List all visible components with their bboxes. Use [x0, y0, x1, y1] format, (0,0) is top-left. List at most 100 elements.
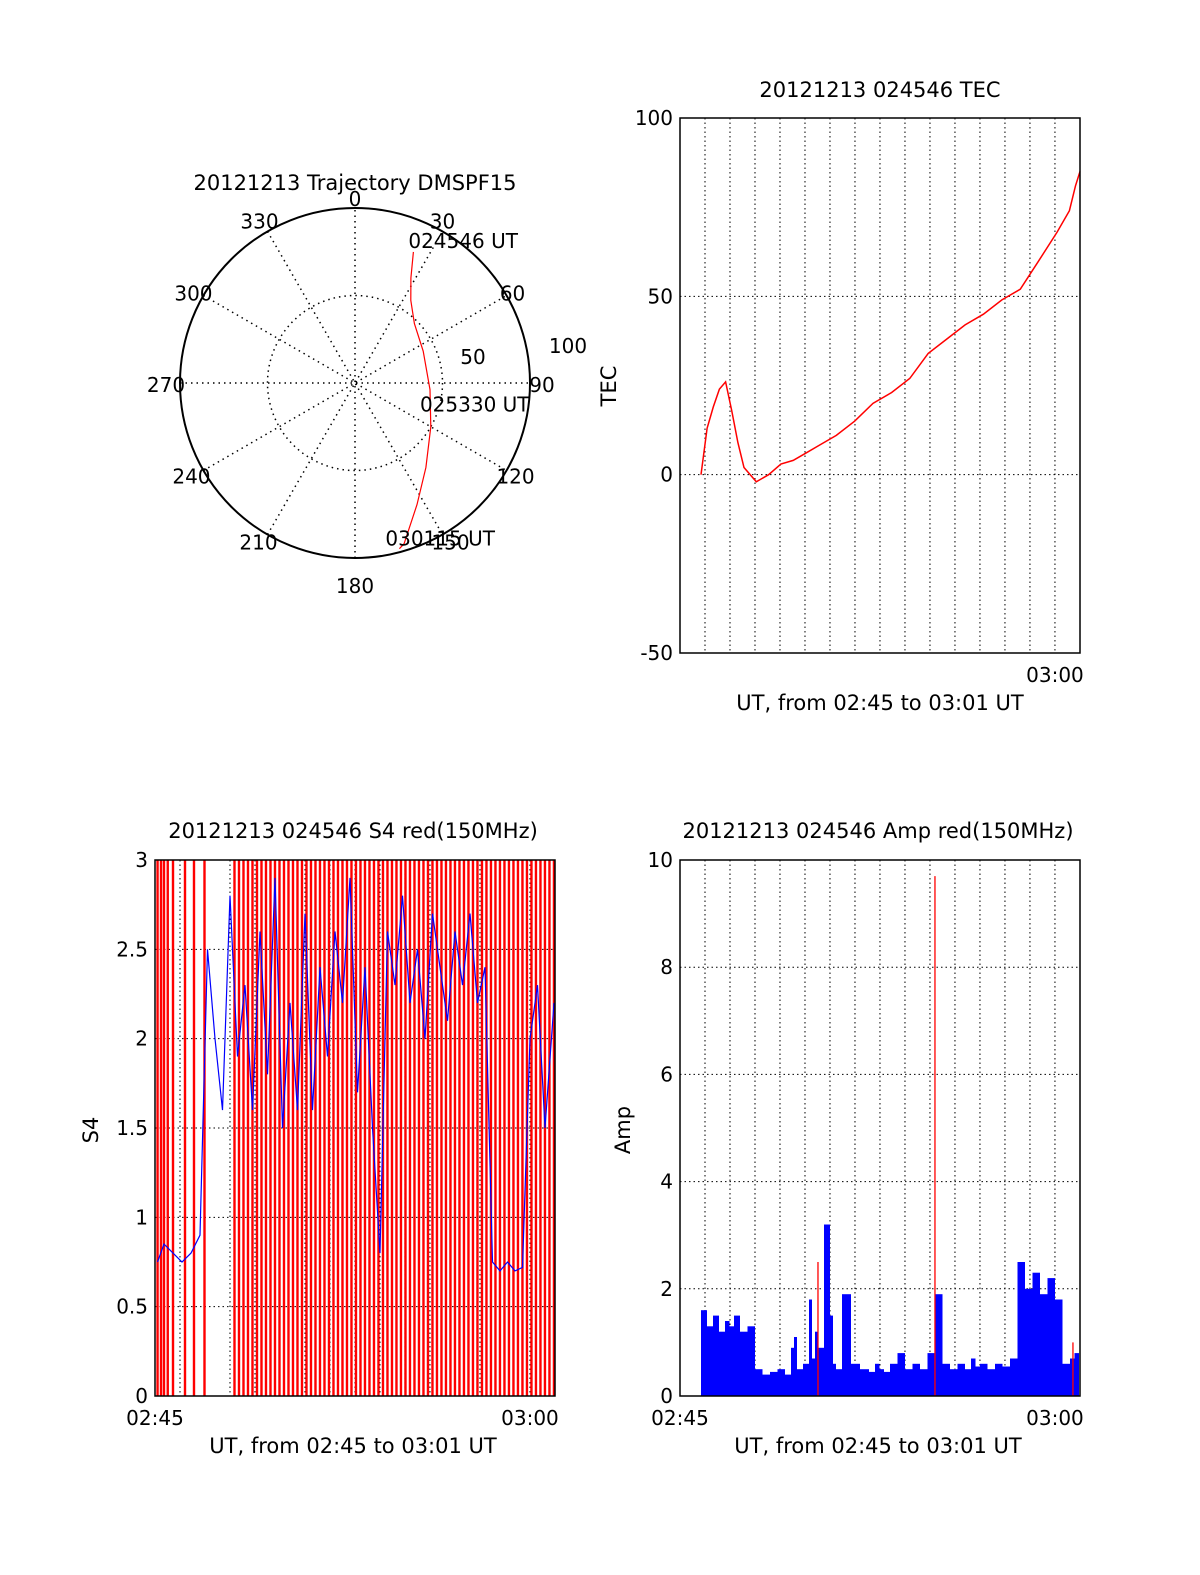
- amp-blue-bar: [740, 1331, 748, 1396]
- trajectory-annotation: 025330 UT: [420, 393, 530, 417]
- amp-blue-bar: [770, 1371, 778, 1396]
- amp-blue-bar: [1055, 1299, 1063, 1396]
- amp-blue-bar: [812, 1358, 815, 1396]
- amp-blue-bar: [830, 1315, 833, 1396]
- amp-red-spikes: [817, 876, 1074, 1396]
- amp-blue-bar: [1062, 1363, 1070, 1396]
- amp-blue-bar: [707, 1326, 713, 1396]
- amp-blue-bar: [1032, 1272, 1040, 1396]
- y-tick-label: 10: [648, 848, 673, 872]
- s4-title: 20121213 024546 S4 red(150MHz): [168, 819, 538, 843]
- polar-angle-label: 210: [239, 531, 277, 555]
- y-tick-label: 0: [660, 463, 673, 487]
- amp-blue-bar: [713, 1315, 719, 1396]
- amp-blue-bar: [950, 1369, 958, 1396]
- trajectory-annotation: 024546 UT: [408, 229, 518, 253]
- amp-blue-bar: [980, 1363, 988, 1396]
- amp-blue-bar: [875, 1363, 880, 1396]
- amp-blue-bar: [905, 1369, 913, 1396]
- amp-blue-bar: [762, 1374, 770, 1396]
- amp-blue-bar: [920, 1369, 928, 1396]
- polar-grid: [180, 208, 530, 558]
- tec-series-line: [700, 171, 1081, 483]
- amp-blue-bar: [995, 1363, 1003, 1396]
- polar-outer-circle: [179, 207, 531, 559]
- amp-blue-bar: [890, 1363, 898, 1396]
- y-tick-label: 8: [660, 955, 673, 979]
- s4-xlabel: UT, from 02:45 to 03:01 UT: [209, 1434, 497, 1458]
- polar-angle-label: 90: [529, 373, 554, 397]
- polar-spoke: [266, 231, 444, 535]
- y-tick-label: 4: [660, 1170, 673, 1194]
- y-tick-label: 0.5: [116, 1295, 148, 1319]
- amp-blue-bar: [785, 1374, 791, 1396]
- x-tick-label: 03:00: [1026, 663, 1084, 687]
- trajectory-panel: 20121213 Trajectory DMSPF15 0 30 60 90 120 15…: [147, 171, 587, 598]
- y-tick-label: 0: [135, 1384, 148, 1408]
- tec-panel: 20121213 024546 TEC -50 0 50 100 03:00 UT, …: [597, 78, 1084, 715]
- s4-y-ticks: 0 0.5 1 1.5 2 2.5 3: [116, 848, 148, 1408]
- polar-spoke: [203, 294, 507, 472]
- amp-blue-bar: [818, 1347, 824, 1396]
- amp-blue-bar: [1002, 1366, 1010, 1396]
- amp-blue-bar: [860, 1369, 869, 1396]
- y-tick-label: 1: [135, 1205, 148, 1229]
- amp-blue-bar: [842, 1294, 851, 1396]
- amp-y-ticks: 0 2 4 6 8 10: [648, 848, 673, 1408]
- amp-blue-bar: [897, 1353, 905, 1396]
- y-tick-label: 50: [648, 284, 673, 308]
- polar-angle-label: 30: [430, 209, 455, 233]
- y-tick-label: 2: [135, 1027, 148, 1051]
- amp-x-ticks: 02:45 03:00: [651, 1406, 1084, 1430]
- polar-angle-label: 150: [431, 531, 469, 555]
- amp-blue-series: [701, 1224, 1079, 1396]
- polar-angle-label: 240: [172, 465, 210, 489]
- amp-blue-bar: [1070, 1358, 1075, 1396]
- polar-radius-labels: 50 100: [460, 334, 587, 369]
- s4-x-ticks: 02:45 03:00: [126, 1406, 559, 1430]
- amp-blue-bar: [794, 1337, 797, 1396]
- s4-ylabel: S4: [79, 1117, 103, 1144]
- y-tick-label: -50: [640, 641, 673, 665]
- amp-ylabel: Amp: [611, 1106, 635, 1154]
- x-tick-label: 03:00: [501, 1406, 559, 1430]
- amp-blue-bar: [965, 1369, 971, 1396]
- s4-panel: 20121213 024546 S4 red(150MHz) 0 0.5 1 1.5 2…: [79, 819, 559, 1458]
- polar-radius-label: 50: [460, 345, 485, 369]
- amp-blue-bar: [884, 1371, 890, 1396]
- trajectory-title: 20121213 Trajectory DMSPF15: [193, 171, 516, 195]
- polar-angle-label: 330: [240, 209, 278, 233]
- amp-blue-bar: [791, 1347, 794, 1396]
- amp-blue-bar: [803, 1363, 809, 1396]
- polar-angle-label: 300: [174, 282, 212, 306]
- amp-blue-bar: [747, 1326, 755, 1396]
- tec-plot-frame: [679, 117, 1081, 654]
- polar-ring-50: [266, 294, 444, 472]
- amp-blue-bar: [729, 1326, 734, 1396]
- amp-blue-bar: [912, 1363, 920, 1396]
- amp-blue-bar: [942, 1363, 950, 1396]
- amp-blue-bar: [836, 1369, 842, 1396]
- amp-blue-bar: [1017, 1262, 1025, 1396]
- y-tick-label: 2: [660, 1277, 673, 1301]
- polar-angle-labels: 0 30 60 90 120 150 180 210 240 270 300 330: [147, 187, 555, 598]
- trajectory-path: [398, 251, 432, 550]
- amp-blue-bar: [777, 1369, 785, 1396]
- amp-blue-bar: [734, 1315, 740, 1396]
- s4-plot-frame: [154, 859, 556, 1397]
- amp-blue-bar: [1074, 1353, 1079, 1396]
- y-tick-label: 1.5: [116, 1116, 148, 1140]
- amp-blue-bar: [1040, 1294, 1048, 1396]
- s4-blue-series-line: [156, 877, 555, 1272]
- y-tick-label: 0: [660, 1384, 673, 1408]
- polar-radius-label: 100: [549, 334, 587, 358]
- amp-blue-bar: [755, 1369, 763, 1396]
- amp-blue-bar: [725, 1321, 730, 1396]
- tec-ylabel: TEC: [597, 366, 621, 408]
- amp-blue-bar: [957, 1363, 965, 1396]
- polar-angle-label: 60: [500, 282, 525, 306]
- amp-blue-bar: [824, 1224, 830, 1396]
- tec-y-ticks: -50 0 50 100: [635, 106, 673, 665]
- y-tick-label: 3: [135, 848, 148, 872]
- amp-blue-bar: [927, 1353, 935, 1396]
